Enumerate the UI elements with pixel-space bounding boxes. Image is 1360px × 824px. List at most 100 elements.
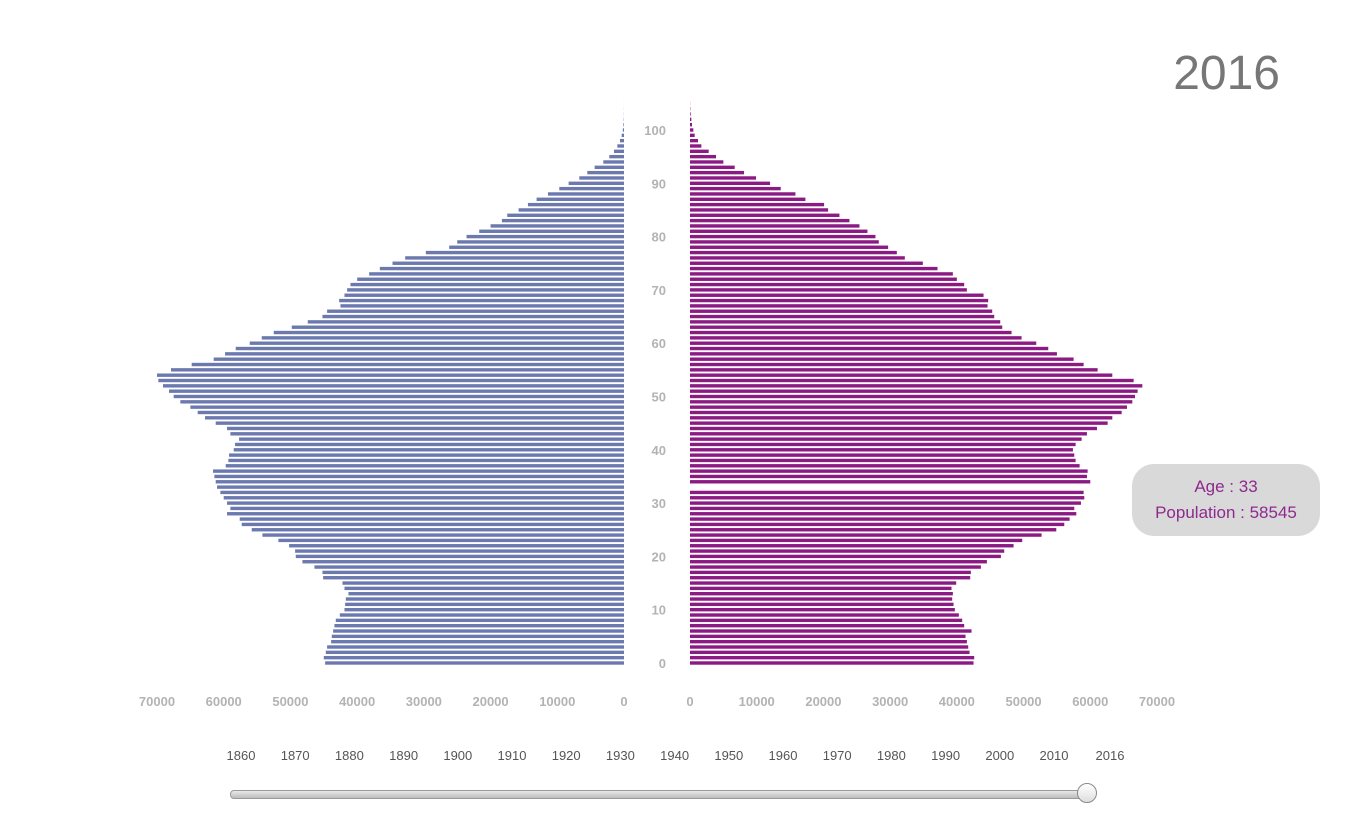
female-bar-age-70[interactable] xyxy=(690,288,967,292)
male-bar-age-99[interactable] xyxy=(621,133,624,138)
female-bar-age-101[interactable] xyxy=(690,122,693,127)
male-bar-age-89[interactable] xyxy=(559,186,624,191)
female-bar-age-64[interactable] xyxy=(690,320,1001,324)
timeline-label-1900[interactable]: 1900 xyxy=(443,748,473,763)
female-bar-age-69[interactable] xyxy=(690,293,984,297)
female-bar-age-92[interactable] xyxy=(690,170,745,175)
timeline-label-1910[interactable]: 1910 xyxy=(497,748,527,763)
female-bar-age-53[interactable] xyxy=(690,378,1134,383)
female-bar-age-45[interactable] xyxy=(690,421,1108,425)
male-bar-age-101[interactable] xyxy=(623,122,624,127)
female-bar-age-74[interactable] xyxy=(690,266,938,271)
male-bar-age-29[interactable] xyxy=(230,506,624,511)
timeline-label-1950[interactable]: 1950 xyxy=(714,748,744,763)
male-bar-age-25[interactable] xyxy=(251,528,624,532)
female-bar-age-94[interactable] xyxy=(690,160,724,164)
female-bar-age-51[interactable] xyxy=(690,389,1138,393)
male-bar-age-11[interactable] xyxy=(345,602,624,607)
year-slider-track[interactable] xyxy=(230,790,1092,799)
female-bar-age-93[interactable] xyxy=(690,165,735,170)
female-bar-age-66[interactable] xyxy=(690,309,993,313)
female-bar-age-19[interactable] xyxy=(690,560,987,564)
female-bar-age-32[interactable] xyxy=(690,490,1084,495)
timeline-label-1920[interactable]: 1920 xyxy=(551,748,581,763)
male-bar-age-39[interactable] xyxy=(229,453,624,457)
male-bar-age-8[interactable] xyxy=(335,618,624,623)
female-bar-age-85[interactable] xyxy=(690,208,829,212)
male-bar-age-84[interactable] xyxy=(507,213,624,217)
male-bar-age-53[interactable] xyxy=(158,378,624,383)
timeline-label-1970[interactable]: 1970 xyxy=(822,748,852,763)
male-bar-age-43[interactable] xyxy=(230,432,624,436)
female-bar-age-11[interactable] xyxy=(690,602,954,607)
female-bar-age-8[interactable] xyxy=(690,618,963,623)
timeline-label-2016[interactable]: 2016 xyxy=(1095,748,1125,763)
male-bar-age-54[interactable] xyxy=(157,373,624,377)
male-bar-age-20[interactable] xyxy=(295,554,624,559)
male-bar-age-47[interactable] xyxy=(197,410,624,415)
female-bar-age-18[interactable] xyxy=(690,565,981,569)
male-bar-age-16[interactable] xyxy=(323,576,624,580)
male-bar-age-68[interactable] xyxy=(339,298,624,303)
male-bar-age-90[interactable] xyxy=(568,181,624,185)
female-bar-age-95[interactable] xyxy=(690,154,717,159)
male-bar-age-49[interactable] xyxy=(180,400,624,404)
female-bar-age-39[interactable] xyxy=(690,453,1075,457)
female-bar-age-54[interactable] xyxy=(690,373,1113,377)
male-bar-age-31[interactable] xyxy=(223,496,624,500)
male-bar-age-83[interactable] xyxy=(501,218,624,223)
male-bar-age-27[interactable] xyxy=(239,517,624,521)
male-bar-age-30[interactable] xyxy=(227,501,625,505)
male-bar-age-18[interactable] xyxy=(314,565,624,569)
male-bar-age-57[interactable] xyxy=(213,357,624,361)
male-bar-age-82[interactable] xyxy=(490,224,624,228)
female-bar-age-14[interactable] xyxy=(690,586,952,591)
male-bar-age-81[interactable] xyxy=(479,229,624,233)
female-bar-age-23[interactable] xyxy=(690,538,1023,543)
male-bar-age-34[interactable] xyxy=(215,480,625,484)
female-bar-age-9[interactable] xyxy=(690,613,959,617)
timeline-label-1860[interactable]: 1860 xyxy=(226,748,256,763)
female-bar-age-86[interactable] xyxy=(690,202,825,207)
male-bar-age-14[interactable] xyxy=(344,586,624,591)
female-bar-age-52[interactable] xyxy=(690,384,1143,388)
male-bar-age-66[interactable] xyxy=(327,309,624,313)
female-bar-age-10[interactable] xyxy=(690,608,955,612)
female-bar-age-21[interactable] xyxy=(690,549,1005,553)
male-bar-age-37[interactable] xyxy=(225,464,625,468)
female-bar-age-31[interactable] xyxy=(690,496,1085,500)
female-bar-age-12[interactable] xyxy=(690,597,953,601)
timeline-label-1870[interactable]: 1870 xyxy=(280,748,310,763)
female-bar-age-91[interactable] xyxy=(690,176,757,180)
female-bar-age-68[interactable] xyxy=(690,298,989,303)
male-bar-age-51[interactable] xyxy=(169,389,624,393)
female-bar-age-65[interactable] xyxy=(690,314,995,319)
female-bar-age-26[interactable] xyxy=(690,522,1065,527)
male-bar-age-85[interactable] xyxy=(518,208,624,212)
female-bar-age-60[interactable] xyxy=(690,341,1037,345)
female-bar-age-84[interactable] xyxy=(690,213,840,217)
female-bar-age-49[interactable] xyxy=(690,400,1133,404)
female-bar-age-63[interactable] xyxy=(690,325,1003,329)
timeline-label-1940[interactable]: 1940 xyxy=(660,748,690,763)
timeline-label-2000[interactable]: 2000 xyxy=(985,748,1015,763)
male-bar-age-73[interactable] xyxy=(369,272,624,276)
male-bar-age-50[interactable] xyxy=(173,394,624,399)
female-bar-age-88[interactable] xyxy=(690,192,796,196)
male-bar-age-36[interactable] xyxy=(213,469,625,473)
male-bar-age-65[interactable] xyxy=(322,314,624,319)
male-bar-age-33[interactable] xyxy=(217,485,625,489)
male-bar-age-70[interactable] xyxy=(347,288,624,292)
male-bar-age-48[interactable] xyxy=(190,405,624,409)
female-bar-age-43[interactable] xyxy=(690,432,1087,436)
female-bar-age-37[interactable] xyxy=(690,464,1080,468)
female-bar-age-38[interactable] xyxy=(690,458,1076,463)
male-bar-age-59[interactable] xyxy=(235,346,625,351)
male-bar-age-32[interactable] xyxy=(220,490,624,495)
female-bar-age-5[interactable] xyxy=(690,634,966,639)
male-bar-age-91[interactable] xyxy=(579,176,624,180)
male-bar-age-19[interactable] xyxy=(302,560,624,564)
female-bar-age-41[interactable] xyxy=(690,442,1076,447)
male-bar-age-52[interactable] xyxy=(163,384,625,388)
timeline-label-1930[interactable]: 1930 xyxy=(605,748,635,763)
